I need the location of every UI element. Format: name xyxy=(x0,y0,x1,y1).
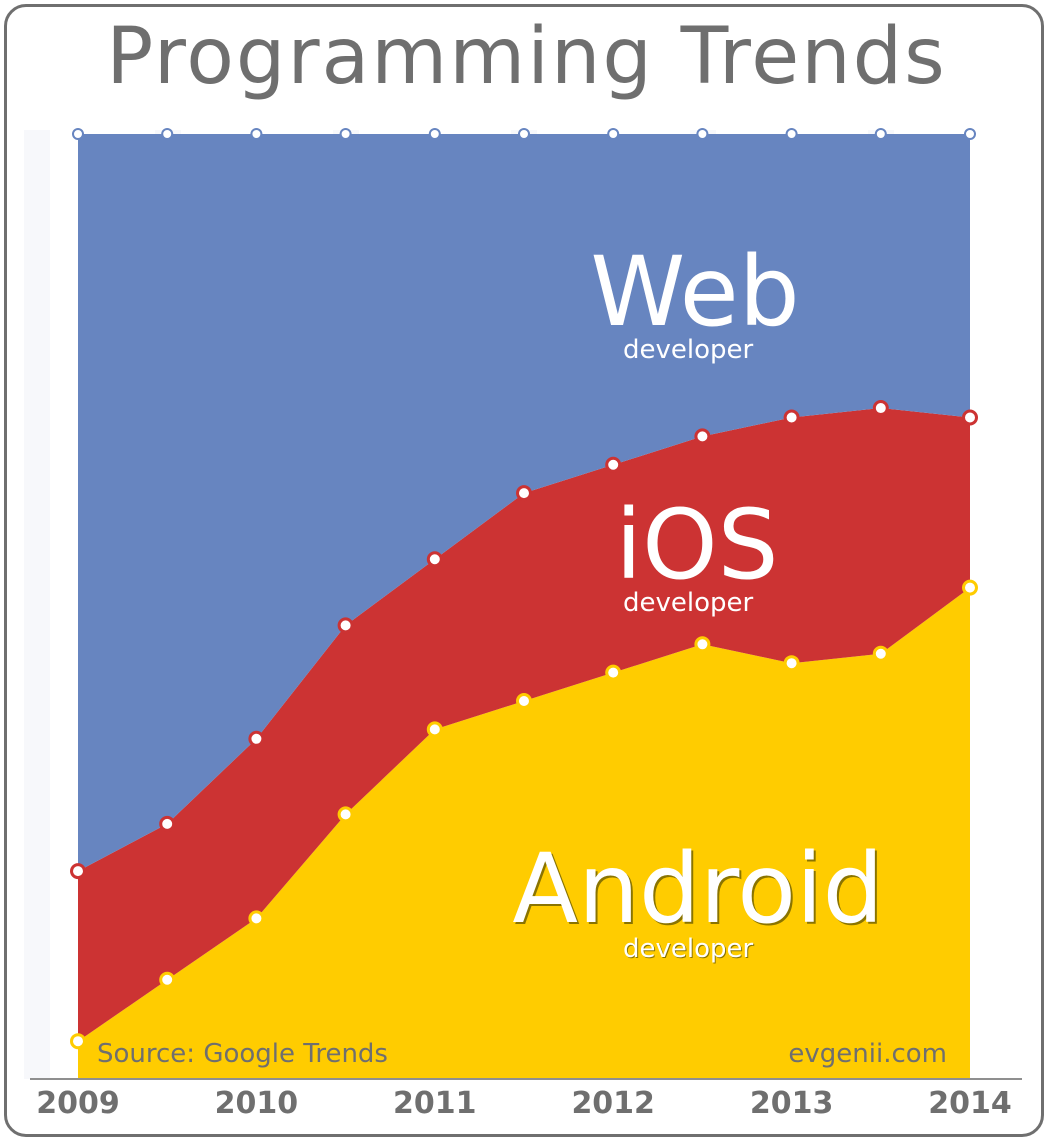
marker-web xyxy=(72,128,84,140)
chart-title: Programming Trends xyxy=(106,12,947,102)
marker-ios xyxy=(694,428,711,445)
marker-web xyxy=(874,128,887,140)
marker-android xyxy=(337,806,354,823)
marker-android xyxy=(248,910,265,927)
marker-web xyxy=(785,128,798,140)
series-label-shadow: Android xyxy=(514,835,885,947)
x-tick-label: 2014 xyxy=(928,1086,1012,1121)
marker-ios xyxy=(783,409,800,426)
marker-android xyxy=(783,655,800,672)
marker-web xyxy=(339,128,352,140)
series-label-web: Web xyxy=(590,236,799,348)
series-subtitle-web: developer xyxy=(623,335,754,365)
series-subtitle-android: developer xyxy=(623,934,754,964)
x-tick-label: 2012 xyxy=(571,1086,655,1121)
marker-ios xyxy=(70,863,86,880)
series-subtitle-shadow: developer xyxy=(624,935,755,965)
marker-ios xyxy=(516,485,532,502)
marker-android xyxy=(694,636,711,653)
marker-web xyxy=(428,128,441,140)
marker-android xyxy=(962,579,978,596)
marker-ios xyxy=(962,409,978,426)
marker-ios xyxy=(159,815,176,832)
x-tick-label: 2011 xyxy=(393,1086,477,1121)
marker-android xyxy=(426,721,443,738)
marker-ios xyxy=(337,617,354,634)
marker-android xyxy=(159,971,176,988)
series-subtitle-ios: developer xyxy=(623,588,754,618)
area-ios xyxy=(78,408,970,1042)
marker-ios xyxy=(605,456,622,473)
source-label: Source: Google Trends xyxy=(97,1039,388,1069)
marker-web xyxy=(518,128,530,140)
area-web xyxy=(78,134,970,872)
area-android xyxy=(78,587,970,1079)
background-column xyxy=(24,130,50,1079)
marker-android xyxy=(605,664,622,681)
marker-web xyxy=(607,128,620,140)
marker-web xyxy=(696,128,709,140)
x-tick-label: 2013 xyxy=(750,1086,834,1121)
marker-web xyxy=(161,128,174,140)
marker-android xyxy=(516,693,532,709)
series-label-ios: iOS xyxy=(615,489,778,601)
series-label-android: Android xyxy=(512,833,883,945)
marker-ios xyxy=(426,551,443,568)
marker-ios xyxy=(872,400,889,417)
series-labels: AndroidAndroiddeveloperdeveloperiOSdevel… xyxy=(512,236,885,965)
marker-web xyxy=(964,128,976,140)
credit-label: evgenii.com xyxy=(788,1039,947,1069)
area-layers xyxy=(78,134,970,1079)
marker-android xyxy=(872,645,889,662)
marker-android xyxy=(70,1033,86,1050)
x-tick-label: 2010 xyxy=(215,1086,299,1121)
marker-web xyxy=(250,128,263,140)
x-axis-ticks: 2009 2010 2011 2012 2013 2014 xyxy=(36,1086,1012,1121)
data-point-markers xyxy=(70,128,978,1050)
marker-ios xyxy=(248,730,265,747)
x-tick-label: 2009 xyxy=(36,1086,120,1121)
